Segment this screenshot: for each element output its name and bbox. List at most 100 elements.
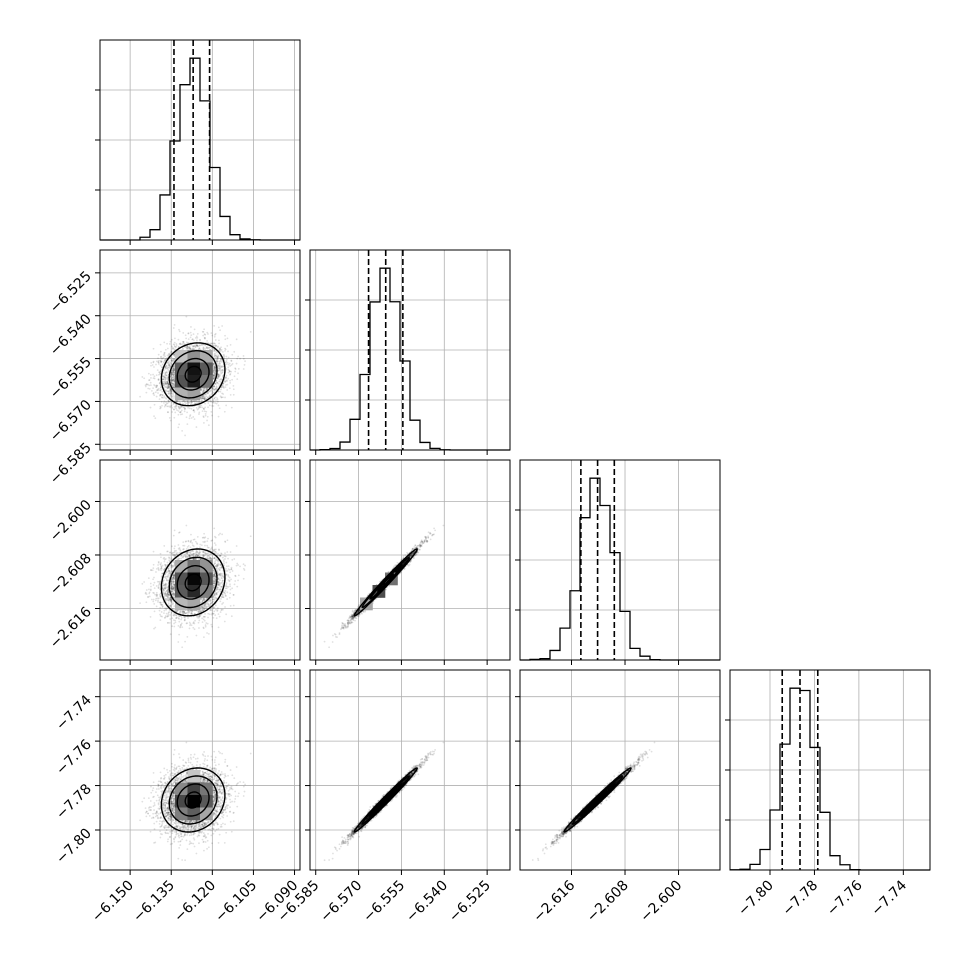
sample-point	[179, 413, 182, 416]
sample-point	[160, 356, 162, 359]
sample-point	[236, 357, 239, 360]
sample-point	[216, 356, 219, 358]
sample-point	[225, 374, 228, 377]
sample-point	[213, 349, 216, 352]
sample-point	[149, 406, 152, 409]
sample-point	[157, 378, 160, 381]
sample-point	[162, 371, 165, 374]
sample-point	[170, 377, 173, 380]
sample-point	[202, 334, 205, 337]
sample-point	[170, 372, 173, 374]
sample-point	[186, 347, 189, 350]
sample-point	[230, 364, 233, 366]
sample-point	[173, 378, 176, 381]
sample-point	[212, 368, 215, 371]
sample-point	[165, 389, 167, 392]
sample-point	[219, 347, 221, 350]
sample-point	[172, 374, 175, 377]
sample-point	[221, 376, 224, 378]
sample-point	[165, 367, 168, 370]
sample-point	[170, 375, 173, 377]
sample-point	[224, 396, 226, 399]
sample-point	[167, 621, 170, 624]
sample-point	[169, 361, 172, 364]
sample-point	[156, 384, 159, 387]
sample-point	[223, 410, 226, 413]
sample-point	[163, 589, 166, 592]
sample-point	[205, 347, 208, 350]
sample-point	[162, 369, 165, 372]
sample-point	[203, 398, 206, 401]
sample-point	[180, 405, 182, 408]
sample-point	[167, 400, 170, 403]
sample-point	[214, 367, 217, 369]
sample-point	[189, 347, 191, 349]
density-cell	[187, 362, 201, 376]
sample-point	[160, 611, 163, 613]
sample-point	[179, 407, 182, 410]
sample-point	[170, 372, 173, 374]
sample-point	[216, 356, 219, 359]
sample-point	[158, 382, 161, 385]
sample-point	[218, 380, 220, 383]
sample-point	[220, 396, 223, 399]
sample-point	[155, 384, 158, 387]
sample-point	[162, 382, 165, 385]
sample-point	[226, 345, 229, 347]
sample-point	[206, 339, 209, 342]
sample-point	[164, 366, 167, 369]
sample-point	[170, 360, 173, 362]
sample-point	[191, 338, 194, 341]
sample-point	[198, 347, 201, 350]
sample-point	[213, 385, 216, 388]
sample-point	[162, 582, 165, 585]
sample-point	[168, 364, 171, 367]
sample-point	[226, 383, 229, 386]
sample-point	[187, 406, 189, 409]
sample-point	[153, 603, 156, 605]
sample-point	[173, 371, 176, 374]
sample-point	[236, 378, 239, 381]
sample-point	[201, 330, 204, 333]
sample-point	[216, 593, 218, 596]
sample-point	[202, 597, 205, 600]
sample-point	[171, 382, 173, 385]
sample-point	[213, 333, 216, 336]
sample-point	[171, 582, 174, 585]
sample-point	[217, 356, 219, 358]
sample-point	[217, 369, 220, 372]
sample-point	[189, 415, 191, 418]
sample-point	[204, 344, 207, 347]
sample-point	[155, 374, 158, 377]
sample-point	[217, 374, 219, 376]
sample-point	[171, 588, 174, 590]
sample-point	[217, 415, 220, 418]
sample-point	[214, 366, 217, 369]
sample-point	[214, 371, 217, 374]
sample-point	[218, 342, 220, 345]
sample-point	[173, 588, 176, 590]
sample-point	[166, 378, 169, 381]
sample-point	[196, 336, 199, 339]
sample-point	[182, 342, 185, 345]
y-tick-label: −6.525	[47, 268, 95, 316]
sample-point	[213, 335, 216, 338]
sample-point	[209, 342, 212, 345]
sample-point	[157, 361, 160, 364]
sample-point	[164, 368, 166, 370]
sample-point	[212, 549, 215, 552]
sample-point	[152, 373, 154, 376]
sample-point	[199, 338, 201, 341]
sample-point	[173, 380, 176, 382]
sample-point	[173, 380, 176, 383]
density-cell	[200, 350, 213, 363]
sample-point	[207, 342, 210, 345]
sample-point	[184, 400, 187, 402]
sample-point	[163, 351, 166, 354]
sample-point	[190, 417, 193, 419]
sample-point	[173, 358, 176, 361]
sample-point	[165, 381, 168, 384]
sample-point	[214, 373, 216, 376]
sample-point	[213, 354, 216, 357]
